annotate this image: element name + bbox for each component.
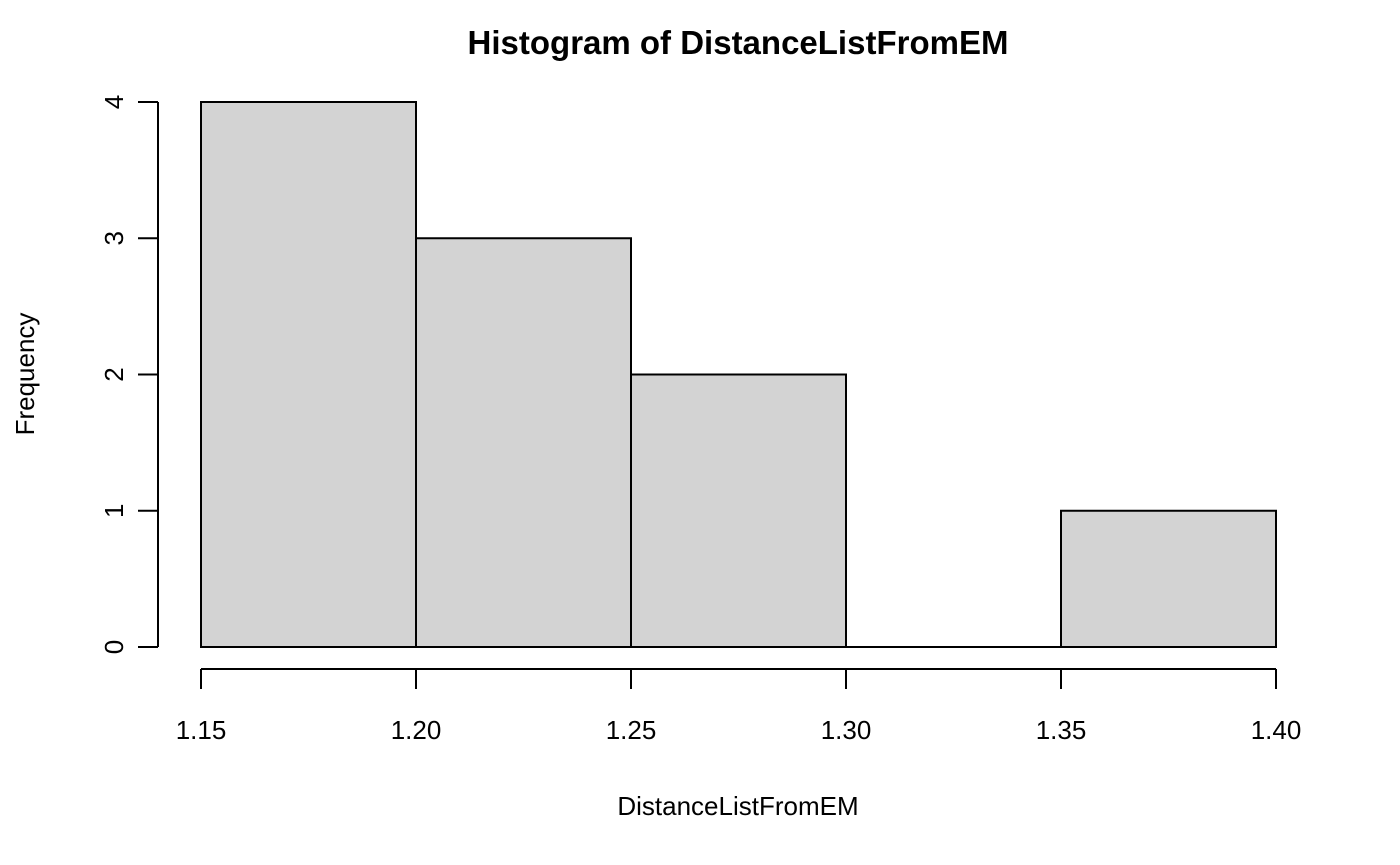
x-tick-label: 1.40 xyxy=(1251,715,1302,745)
y-tick-label: 1 xyxy=(99,504,129,518)
x-tick-label: 1.30 xyxy=(821,715,872,745)
y-tick-label: 4 xyxy=(99,95,129,109)
bars-group xyxy=(200,101,1277,648)
x-tick-label: 1.35 xyxy=(1036,715,1087,745)
chart-title: Histogram of DistanceListFromEM xyxy=(468,24,1009,61)
x-axis: 1.15 1.20 1.25 1.30 1.35 1.40 xyxy=(176,668,1302,745)
y-tick-label: 0 xyxy=(99,640,129,654)
y-tick-label: 3 xyxy=(99,231,129,245)
x-axis-title: DistanceListFromEM xyxy=(617,791,858,821)
histogram-bar xyxy=(1060,509,1277,648)
histogram-bar xyxy=(415,237,632,648)
histogram-bar xyxy=(630,373,847,648)
y-axis: 0 1 2 3 4 xyxy=(99,95,159,654)
y-axis-title: Frequency xyxy=(10,313,40,436)
x-tick-label: 1.25 xyxy=(606,715,657,745)
y-tick-label: 2 xyxy=(99,367,129,381)
x-tick-label: 1.15 xyxy=(176,715,227,745)
histogram-bar xyxy=(200,101,417,648)
x-tick-label: 1.20 xyxy=(391,715,442,745)
